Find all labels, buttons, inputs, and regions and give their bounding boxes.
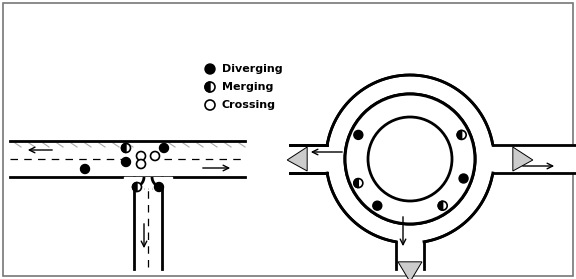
Bar xyxy=(10,141,245,177)
Polygon shape xyxy=(287,147,307,171)
Circle shape xyxy=(345,94,475,224)
Circle shape xyxy=(150,151,160,160)
Circle shape xyxy=(122,143,131,153)
Text: Merging: Merging xyxy=(222,82,274,92)
Circle shape xyxy=(354,130,363,140)
Circle shape xyxy=(438,201,447,210)
Circle shape xyxy=(368,117,452,201)
Circle shape xyxy=(137,160,146,169)
Circle shape xyxy=(137,151,146,160)
Wedge shape xyxy=(132,182,137,191)
Circle shape xyxy=(122,158,131,167)
Circle shape xyxy=(326,75,494,243)
Circle shape xyxy=(132,182,142,191)
Circle shape xyxy=(205,64,215,74)
Polygon shape xyxy=(513,147,533,171)
Polygon shape xyxy=(398,262,422,279)
Text: Diverging: Diverging xyxy=(222,64,283,74)
Circle shape xyxy=(457,130,466,140)
Circle shape xyxy=(345,94,475,224)
Text: Crossing: Crossing xyxy=(222,100,276,110)
Circle shape xyxy=(354,179,363,187)
Circle shape xyxy=(205,100,215,110)
Wedge shape xyxy=(354,179,358,187)
Circle shape xyxy=(373,201,382,210)
Circle shape xyxy=(368,117,452,201)
Wedge shape xyxy=(457,130,461,140)
Circle shape xyxy=(160,143,169,153)
Circle shape xyxy=(81,165,89,174)
Bar xyxy=(124,177,172,187)
Wedge shape xyxy=(438,201,443,210)
Wedge shape xyxy=(205,82,210,92)
Bar xyxy=(134,177,162,269)
Circle shape xyxy=(459,174,468,183)
Wedge shape xyxy=(122,143,126,153)
Circle shape xyxy=(154,182,164,191)
Circle shape xyxy=(205,82,215,92)
